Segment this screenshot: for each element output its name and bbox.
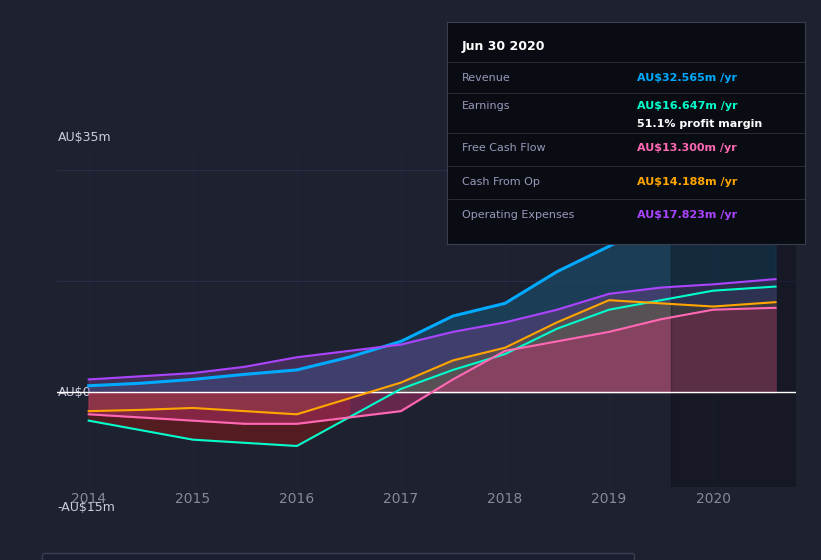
Text: AU$0: AU$0 [57, 386, 91, 399]
Text: Cash From Op: Cash From Op [461, 176, 539, 186]
Legend: Revenue, Earnings, Free Cash Flow, Cash From Op, Operating Expenses: Revenue, Earnings, Free Cash Flow, Cash … [42, 553, 635, 560]
Text: AU$32.565m /yr: AU$32.565m /yr [637, 73, 736, 83]
Text: Jun 30 2020: Jun 30 2020 [461, 40, 545, 53]
Text: AU$16.647m /yr: AU$16.647m /yr [637, 101, 737, 111]
Text: AU$14.188m /yr: AU$14.188m /yr [637, 176, 737, 186]
Text: AU$17.823m /yr: AU$17.823m /yr [637, 210, 737, 220]
Bar [672, 151, 796, 487]
Text: Operating Expenses: Operating Expenses [461, 210, 574, 220]
Text: Earnings: Earnings [461, 101, 510, 111]
Text: 51.1% profit margin: 51.1% profit margin [637, 119, 762, 129]
Text: -AU$15m: -AU$15m [57, 501, 115, 514]
Text: AU$13.300m /yr: AU$13.300m /yr [637, 143, 736, 153]
Text: Revenue: Revenue [461, 73, 511, 83]
Text: AU$35m: AU$35m [57, 131, 111, 144]
Text: Free Cash Flow: Free Cash Flow [461, 143, 545, 153]
